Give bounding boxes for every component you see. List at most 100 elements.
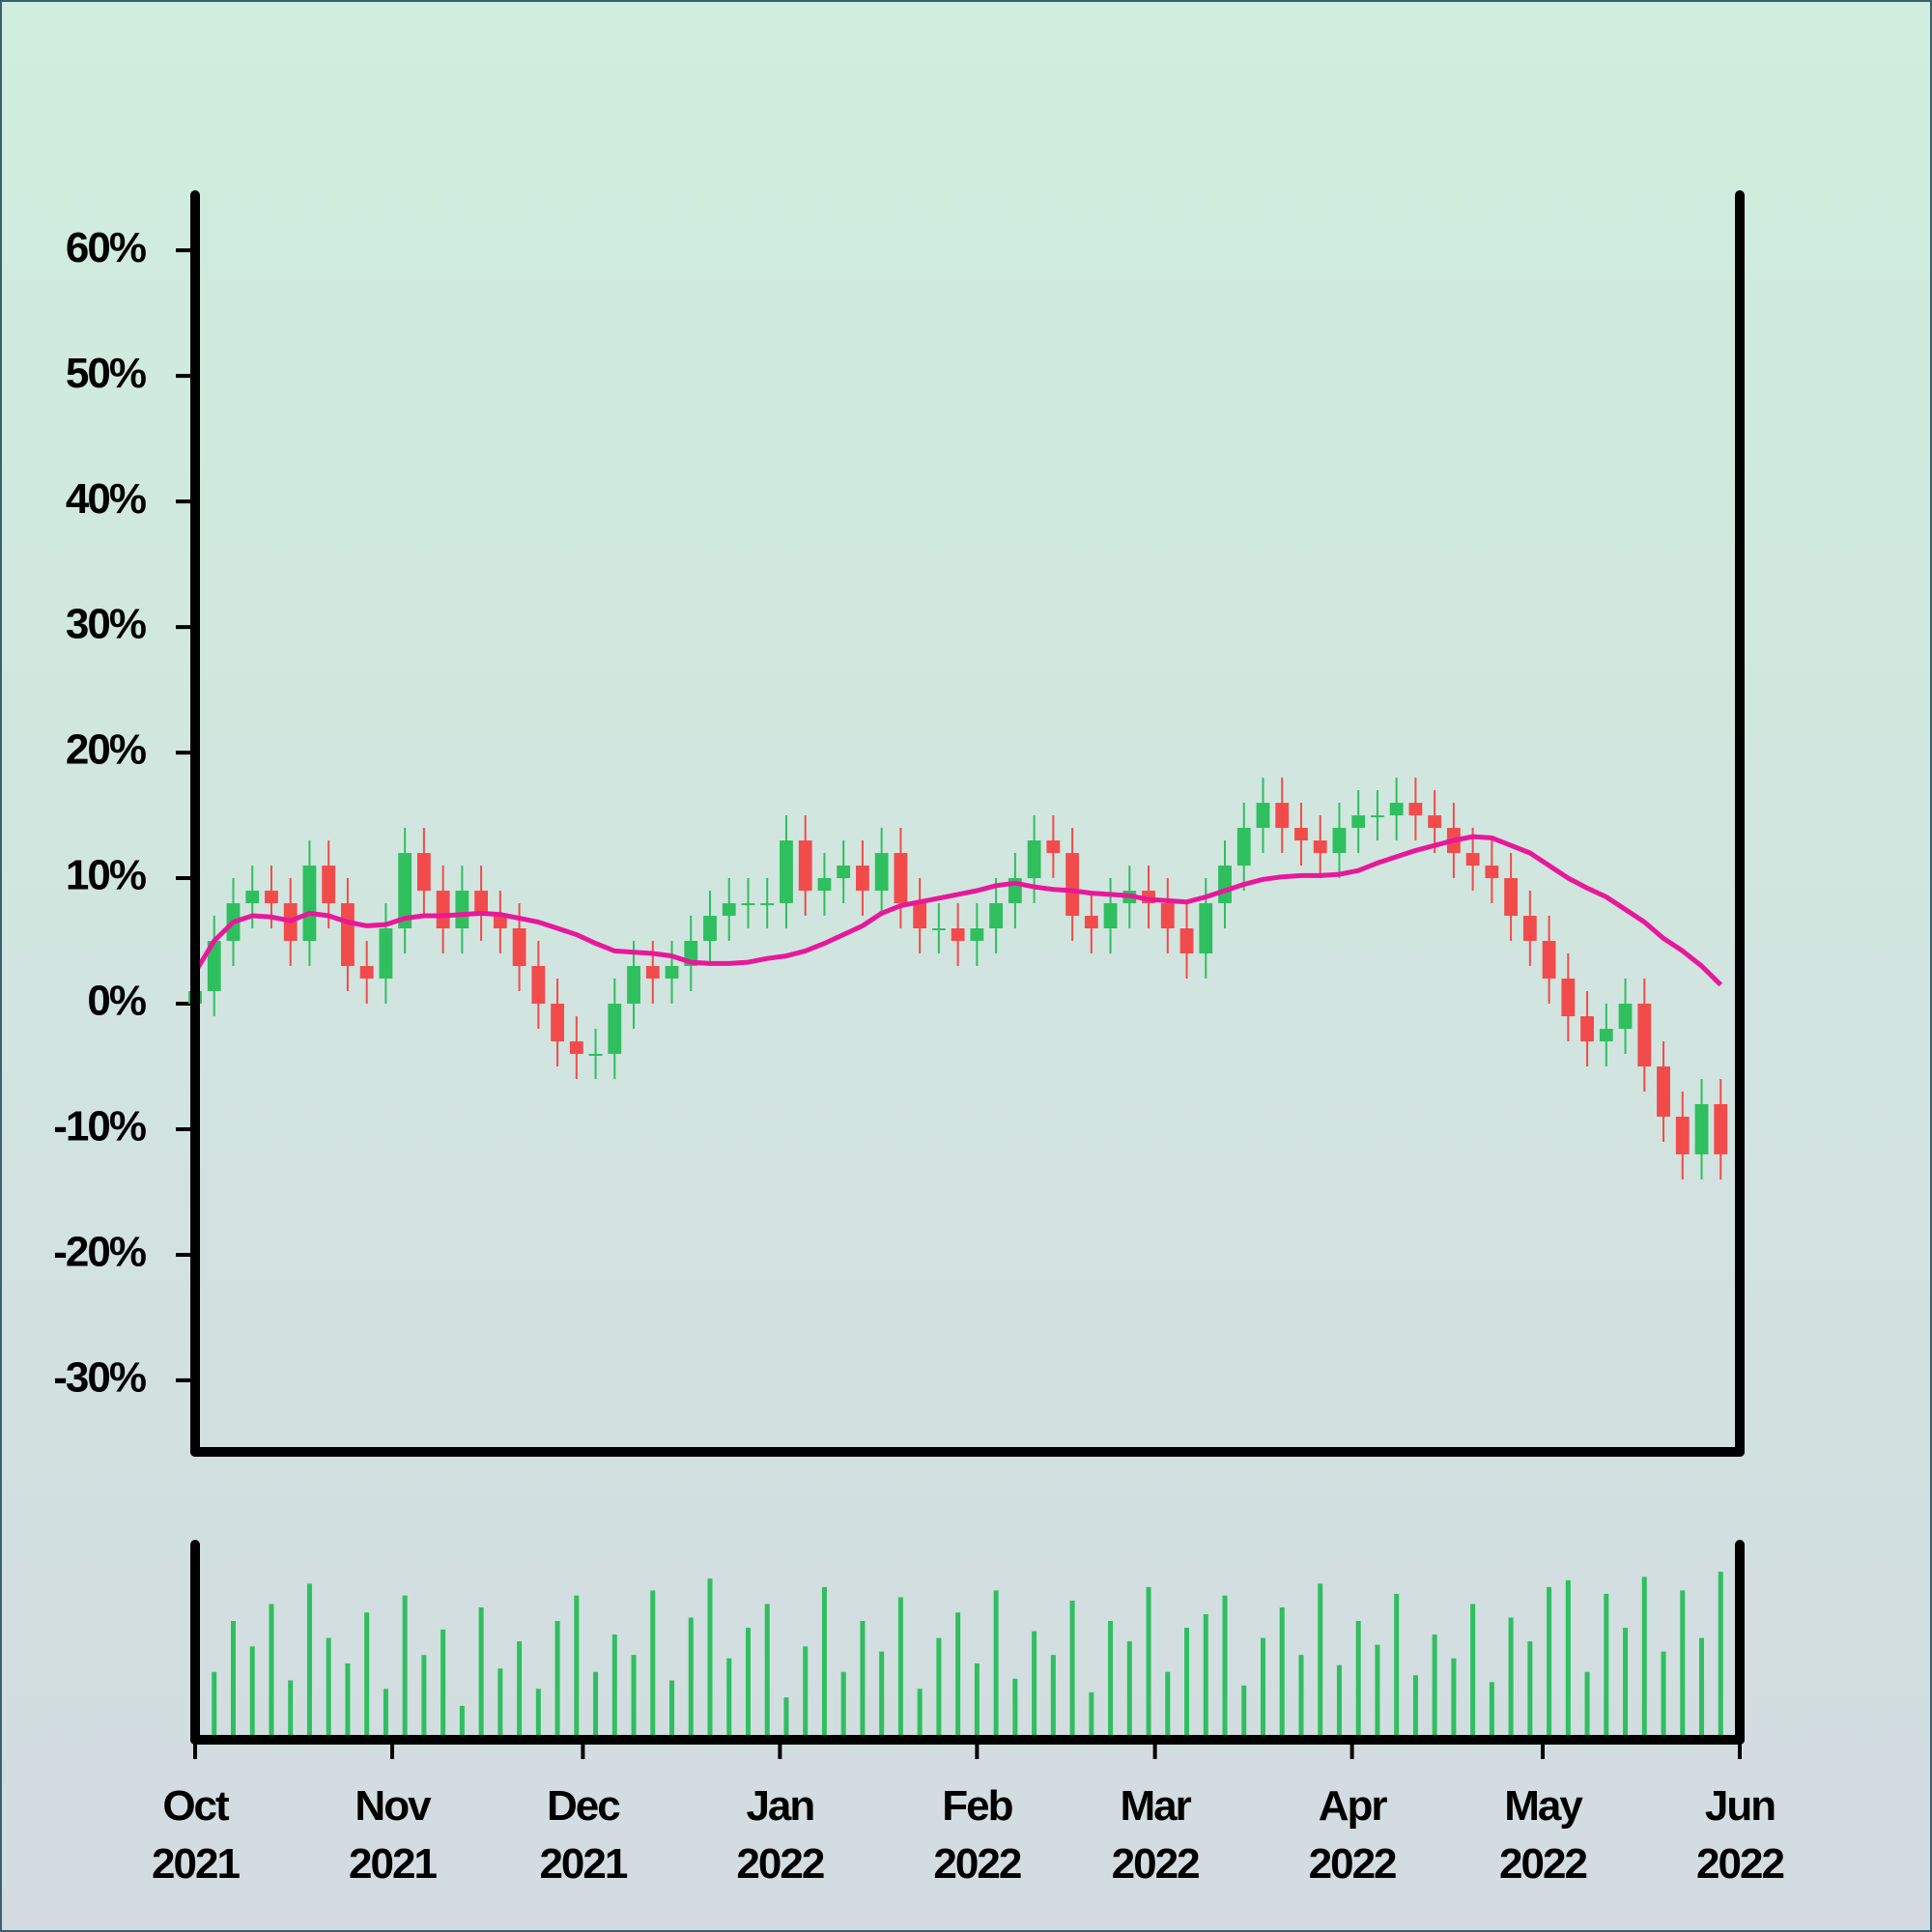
candle-body xyxy=(322,866,336,904)
candle-body xyxy=(1351,815,1366,829)
volume-bar xyxy=(1641,1577,1647,1740)
candle-body xyxy=(1485,866,1499,879)
volume-bar xyxy=(1318,1583,1323,1740)
candle-body xyxy=(1408,803,1423,816)
volume-bar xyxy=(974,1662,980,1740)
volume-bar xyxy=(593,1671,599,1740)
y-tick-label: 10% xyxy=(66,852,146,899)
x-tick-label: Apr 2022 xyxy=(1308,1782,1398,1888)
candle-body xyxy=(551,1004,564,1041)
candle-body xyxy=(1275,803,1290,829)
volume-bar xyxy=(1050,1655,1056,1740)
volume-bar xyxy=(554,1621,560,1740)
volume-bar xyxy=(230,1621,236,1740)
y-tick-label: 20% xyxy=(66,726,146,774)
candle-body xyxy=(207,941,221,992)
candle-body xyxy=(798,840,812,892)
y-tick-label: 0% xyxy=(87,978,145,1025)
candle-body xyxy=(741,903,755,906)
candle-body xyxy=(1179,928,1194,954)
candle-body xyxy=(265,891,278,904)
volume-bar xyxy=(764,1604,770,1740)
volume-bar xyxy=(1565,1579,1571,1740)
candle-body xyxy=(1389,803,1404,816)
candle-body xyxy=(989,903,1004,929)
volume-bar xyxy=(1108,1621,1114,1740)
y-tick-label: -20% xyxy=(53,1229,146,1276)
candle-body xyxy=(245,891,260,904)
volume-bar xyxy=(1241,1685,1247,1740)
volume-bar xyxy=(1394,1593,1400,1740)
candle-body xyxy=(1675,1116,1690,1154)
volume-bar xyxy=(1222,1595,1228,1740)
volume-bar xyxy=(1203,1614,1208,1740)
volume-bar xyxy=(821,1586,827,1740)
volume-bar xyxy=(879,1651,885,1740)
volume-bar xyxy=(1355,1621,1361,1740)
candle-body xyxy=(627,966,640,1005)
volume-bar xyxy=(459,1705,465,1740)
volume-bar xyxy=(364,1612,370,1740)
candle-body xyxy=(1103,903,1118,929)
candle-body xyxy=(1236,828,1251,867)
volume-bar xyxy=(288,1680,294,1740)
volume-bar xyxy=(688,1617,694,1740)
candle-body xyxy=(951,928,965,942)
volume-bar xyxy=(1623,1628,1629,1740)
candle-body xyxy=(722,903,736,917)
candle-body xyxy=(493,916,507,929)
volume-bar xyxy=(745,1628,751,1740)
volume-bar xyxy=(345,1662,351,1740)
volume-bar xyxy=(535,1689,541,1740)
candle-body xyxy=(608,1004,622,1054)
volume-bar xyxy=(917,1689,923,1740)
candle-body xyxy=(1256,803,1270,829)
candle-body xyxy=(1714,1103,1728,1154)
candle-body xyxy=(1199,903,1213,954)
candle-body xyxy=(780,840,793,904)
candle-body xyxy=(569,1040,583,1054)
volume-bar xyxy=(1604,1593,1609,1740)
y-tick-label: 50% xyxy=(66,350,146,397)
candle-body xyxy=(665,966,679,980)
candle-body xyxy=(645,966,660,980)
candle-body xyxy=(1046,840,1061,854)
x-tick-label: Nov 2021 xyxy=(349,1782,438,1888)
candle-body xyxy=(379,928,393,980)
volume-bar xyxy=(993,1590,999,1740)
candle-body xyxy=(913,903,927,929)
volume-bar xyxy=(726,1658,732,1740)
volume-bar xyxy=(860,1621,866,1740)
volume-bar xyxy=(383,1689,388,1740)
volume-bar xyxy=(1527,1641,1533,1740)
volume-bar xyxy=(1260,1637,1265,1740)
volume-bar xyxy=(1126,1641,1132,1740)
candle-body xyxy=(874,853,889,892)
x-tick-label: Jun 2022 xyxy=(1696,1782,1785,1888)
candle-body xyxy=(856,866,869,892)
volume-bar xyxy=(1432,1634,1437,1740)
volume-bar xyxy=(1699,1637,1705,1740)
candle-body xyxy=(302,866,317,942)
volume-bar xyxy=(1412,1675,1418,1740)
candle-body xyxy=(1561,979,1576,1017)
volume-bar xyxy=(611,1634,617,1740)
volume-bar xyxy=(1146,1586,1151,1740)
candle-body xyxy=(1428,815,1442,829)
volume-bar xyxy=(421,1655,427,1740)
volume-bar xyxy=(1089,1691,1094,1740)
volume-bar xyxy=(326,1637,331,1740)
volume-bar xyxy=(478,1606,484,1740)
volume-bar xyxy=(803,1646,809,1740)
volume-bar xyxy=(650,1590,656,1740)
y-tick-label: -30% xyxy=(53,1354,146,1402)
candle-body xyxy=(1637,1004,1652,1066)
volume-bar xyxy=(1279,1606,1285,1740)
candle-body xyxy=(359,966,374,980)
candle-body xyxy=(398,853,412,929)
volume-bar xyxy=(1584,1671,1590,1740)
volume-bar xyxy=(1508,1617,1514,1740)
volume-bar xyxy=(269,1604,274,1740)
y-tick-label: 30% xyxy=(66,601,146,648)
